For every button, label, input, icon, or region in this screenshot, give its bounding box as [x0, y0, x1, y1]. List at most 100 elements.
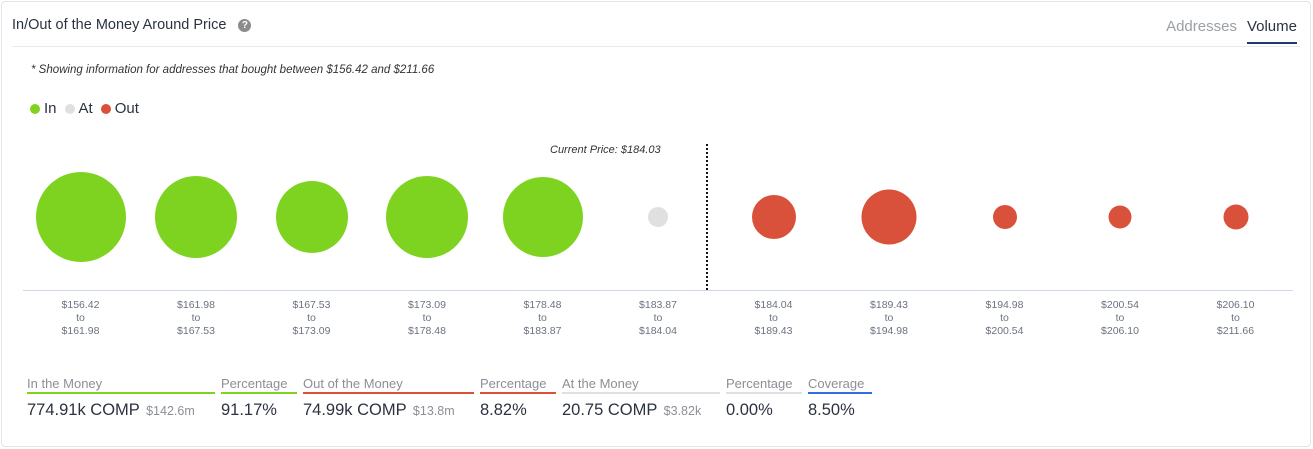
price-bucket: $189.43 to $194.98: [832, 142, 947, 342]
bubble-in[interactable]: [502, 177, 583, 257]
legend-label: In: [44, 100, 57, 117]
price-bucket: $183.87 to $184.04: [601, 142, 716, 342]
stat-value: 0.00%: [726, 401, 802, 420]
stat-label: Coverage: [808, 376, 872, 394]
legend-dot-icon: [100, 103, 111, 114]
stat-value: 8.82%: [480, 401, 556, 420]
price-range-label: $200.54 to $206.10: [1063, 299, 1178, 338]
tab-volume[interactable]: Volume: [1246, 18, 1297, 44]
stat-value: 8.50%: [808, 401, 872, 420]
stat-usd-value: $13.8m: [412, 404, 455, 418]
bubble-in[interactable]: [386, 176, 468, 258]
legend-item-in[interactable]: In: [30, 100, 57, 117]
stat-label: Percentage: [726, 376, 802, 394]
legend-item-at[interactable]: At: [64, 100, 93, 117]
stat-percentage: Percentage 0.00%: [726, 376, 802, 420]
legend-item-out[interactable]: Out: [100, 100, 139, 117]
bubble-in[interactable]: [275, 181, 348, 253]
stat-label: Out of the Money: [303, 376, 474, 394]
stat-coverage: Coverage 8.50%: [808, 376, 872, 420]
current-price-label: Current Price: $184.03: [550, 144, 661, 156]
range-from: $206.10: [1216, 299, 1255, 311]
range-separator: to: [653, 312, 663, 324]
range-to: $194.98: [870, 325, 908, 337]
price-range-label: $156.42 to $161.98: [23, 299, 138, 338]
stat-value: 774.91k COMP $142.6m: [27, 401, 215, 420]
range-to: $173.09: [292, 325, 331, 337]
bubble-at[interactable]: [648, 207, 668, 227]
range-from: $173.09: [408, 299, 446, 311]
bubble-out[interactable]: [861, 189, 917, 245]
stat-label: At the Money: [562, 376, 720, 394]
price-bucket: $200.54 to $206.10: [1063, 142, 1178, 342]
price-bucket: $156.42 to $161.98: [23, 142, 138, 342]
bubble-out[interactable]: [1223, 204, 1248, 230]
range-from: $184.04: [754, 299, 793, 311]
stat-percentage: Percentage 8.82%: [480, 376, 556, 420]
range-from: $200.54: [1101, 299, 1139, 311]
price-range-label: $206.10 to $211.66: [1178, 299, 1293, 338]
range-separator: to: [538, 312, 547, 324]
view-tabs: Addresses Volume: [1166, 18, 1297, 44]
stat-main-value: 91.17%: [221, 401, 277, 419]
range-separator: to: [1231, 312, 1240, 324]
price-range-label: $189.43 to $194.98: [832, 299, 947, 338]
range-note: * Showing information for addresses that…: [31, 64, 435, 76]
range-separator: to: [76, 312, 85, 324]
range-separator: to: [422, 312, 432, 324]
bubble-in[interactable]: [155, 176, 237, 258]
stat-label: Percentage: [480, 376, 556, 394]
legend: In At Out: [30, 100, 139, 117]
price-range-label: $173.09 to $178.48: [370, 299, 485, 338]
header-divider: [12, 46, 1300, 47]
stat-value: 91.17%: [221, 401, 297, 420]
stat-main-value: 0.00%: [726, 401, 773, 419]
range-separator: to: [884, 312, 894, 324]
stat-main-value: 774.91k COMP: [27, 401, 140, 419]
range-to: $167.53: [177, 325, 215, 337]
range-to: $211.66: [1216, 325, 1255, 337]
range-to: $161.98: [61, 325, 100, 337]
stat-main-value: 74.99k COMP: [303, 401, 407, 419]
price-range-label: $184.04 to $189.43: [716, 299, 831, 338]
stat-in-the-money: In the Money 774.91k COMP $142.6m: [27, 376, 215, 420]
stat-usd-value: $142.6m: [146, 404, 195, 418]
question-circle-icon[interactable]: ?: [238, 18, 252, 32]
stat-label: In the Money: [27, 376, 215, 394]
price-range-label: $194.98 to $200.54: [947, 299, 1062, 338]
stat-out-of-the-money: Out of the Money 74.99k COMP $13.8m: [303, 376, 474, 420]
bubble-out[interactable]: [751, 195, 796, 239]
price-range-label: $161.98 to $167.53: [139, 299, 254, 338]
stat-at-the-money: At the Money 20.75 COMP $3.82k: [562, 376, 720, 420]
tab-addresses[interactable]: Addresses: [1166, 18, 1237, 35]
legend-label: Out: [114, 100, 139, 117]
range-from: $156.42: [61, 299, 100, 311]
range-separator: to: [769, 312, 778, 324]
stat-label: Percentage: [221, 376, 297, 394]
bubble-out[interactable]: [992, 205, 1017, 229]
range-to: $206.10: [1101, 325, 1139, 337]
stat-main-value: 8.82%: [480, 401, 527, 419]
legend-label: At: [78, 100, 93, 117]
range-separator: to: [1000, 312, 1009, 324]
bubble-out[interactable]: [1108, 205, 1132, 229]
current-price-marker: [706, 144, 708, 290]
price-range-label: $178.48 to $183.87: [485, 299, 600, 338]
range-from: $194.98: [985, 299, 1024, 311]
stat-percentage: Percentage 91.17%: [221, 376, 297, 420]
price-bucket: $161.98 to $167.53: [139, 142, 254, 342]
bubble-chart: Current Price: $184.03 $156.42 to $161.98 $…: [23, 142, 1293, 342]
summary-stats: In the Money 774.91k COMP $142.6m Percenta…: [27, 376, 878, 420]
stat-main-value: 20.75 COMP: [562, 401, 658, 419]
range-to: $200.54: [985, 325, 1024, 337]
range-separator: to: [191, 312, 201, 324]
bubble-in[interactable]: [35, 172, 126, 262]
range-separator: to: [307, 312, 316, 324]
price-bucket: $178.48 to $183.87: [485, 142, 600, 342]
price-bucket: $184.04 to $189.43: [716, 142, 831, 342]
range-from: $183.87: [639, 299, 677, 311]
stat-value: 20.75 COMP $3.82k: [562, 401, 720, 420]
title-text: In/Out of the Money Around Price: [12, 17, 227, 33]
price-bucket: $173.09 to $178.48: [370, 142, 485, 342]
